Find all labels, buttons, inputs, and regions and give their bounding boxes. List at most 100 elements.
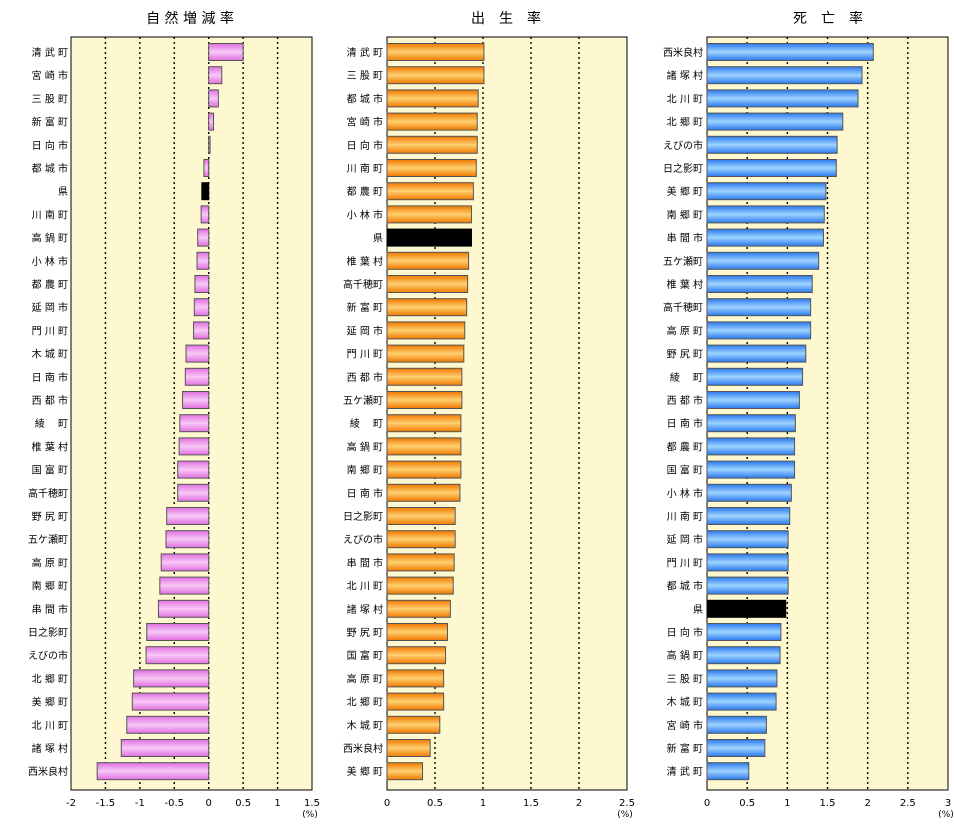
chart1-bar [208, 66, 223, 85]
chart1-category-label: えびの市 [28, 649, 68, 662]
chart2-category-label: えびの市 [343, 533, 383, 546]
chart3-bar [706, 228, 824, 247]
chart3-tick-label: 3 [945, 798, 951, 809]
chart1-bar [208, 135, 211, 154]
chart3-bar [706, 182, 827, 201]
chart2-category-label: 諸 塚 村 [347, 603, 383, 616]
chart3-category-label: 日之影町 [663, 162, 703, 175]
chart2-bar [386, 182, 474, 201]
chart1-bar [197, 228, 210, 247]
chart3-category-label: 都 農 町 [667, 440, 703, 453]
chart3-bar [706, 437, 796, 456]
chart3-category-label: 北 川 町 [667, 93, 703, 105]
chart2-category-label: 三 股 町 [347, 70, 383, 82]
chart2-category-label: 日 向 市 [347, 139, 383, 152]
chart3-title: 死 亡 率 [793, 10, 863, 27]
chart3-category-label: 国 富 町 [667, 464, 703, 477]
chart1-category-label: 北 郷 町 [32, 673, 68, 685]
chart1-bar [131, 692, 210, 711]
chart1-category-label: 椎 葉 村 [32, 440, 68, 453]
chart1-bar [208, 43, 244, 61]
chart3-bar [706, 483, 792, 502]
chart1-bar [208, 112, 215, 131]
chart3-category-label: 高 原 町 [667, 324, 703, 337]
chart1-plot-area [70, 36, 313, 791]
chart2-category-label: 宮 崎 市 [347, 116, 383, 129]
chart2-bar [386, 530, 456, 549]
chart2-category-label: 新 富 町 [347, 301, 383, 314]
chart2-tick-label: 2.5 [619, 798, 635, 809]
chart3-category-label: 延 岡 市 [667, 533, 703, 546]
chart2-tick-label: 0.5 [427, 798, 443, 809]
chart1-bar [120, 739, 210, 757]
chart1-category-label: 南 郷 町 [32, 580, 68, 593]
chart2-bar [386, 228, 472, 247]
chart3-bar [706, 321, 812, 340]
chart3-bar [706, 692, 777, 711]
chart3-bar [706, 576, 789, 595]
chart3-bar [706, 507, 791, 525]
chart1-bar [179, 414, 210, 433]
chart1-bar [208, 89, 219, 108]
chart1-bar [182, 391, 210, 409]
chart2-category-label: 北 川 町 [347, 581, 383, 593]
chart1-category-label: 諸 塚 村 [32, 742, 68, 755]
chart3-category-label: 新 富 町 [667, 742, 703, 755]
chart3-bar [706, 89, 859, 108]
chart3-bar [706, 112, 844, 131]
chart2-bar [386, 715, 441, 734]
chart2-category-label: 高千穂町 [343, 278, 383, 291]
chart2-bar [386, 159, 477, 177]
chart1-tick-label: -1.5 [96, 798, 116, 809]
chart1-tick-label: 1.5 [304, 798, 320, 809]
chart1-bar [166, 507, 210, 525]
chart3-bar [706, 43, 874, 61]
chart2-category-label: 都 農 町 [347, 185, 383, 198]
chart2-panel: 出 生 率清 武 町三 股 町都 城 市宮 崎 市日 向 市川 南 町都 農 町… [343, 10, 635, 820]
chart1-category-label: 高 鍋 町 [32, 232, 68, 245]
chart1-bar [193, 298, 210, 317]
chart3-bar [706, 275, 813, 293]
chart3-bar [706, 159, 837, 177]
chart2-bar [386, 483, 461, 502]
chart1-category-label: 綾 町 [35, 417, 68, 430]
chart2-bar [386, 762, 424, 781]
chart3-category-label: 小 林 市 [667, 487, 703, 500]
chart2-category-label: 美 郷 町 [347, 765, 383, 778]
chart3-category-label: 五ケ瀬町 [663, 256, 703, 268]
chart2-tick-label: 2 [576, 798, 582, 809]
chart3-bar [706, 646, 781, 665]
chart1-category-label: 都 城 市 [32, 162, 68, 175]
chart3-unit-label: (%) [938, 810, 954, 820]
chart1-category-label: 三 股 町 [32, 93, 68, 105]
chart3-bar [706, 530, 789, 549]
chart1-category-label: 宮 崎 市 [32, 69, 68, 82]
chart2-bar [386, 669, 445, 688]
chart2-category-label: 高 原 町 [347, 672, 383, 685]
chart1-bar [194, 275, 210, 293]
chart3-bar [706, 739, 766, 757]
chart3-tick-label: 0.5 [739, 798, 755, 809]
chart1-unit-label: (%) [302, 810, 318, 820]
chart1-category-label: 串 間 市 [32, 603, 68, 616]
chart1-category-label: 清 武 町 [32, 46, 68, 59]
chart2-bar [386, 135, 478, 154]
chart1-bar [160, 553, 210, 572]
chart2-category-label: 西 都 市 [347, 371, 383, 384]
chart1-category-label: 北 川 町 [32, 720, 68, 732]
chart1-bar [96, 762, 210, 781]
chart1-bar [200, 205, 210, 224]
chart1-bar [177, 460, 210, 479]
chart3-bar [706, 344, 807, 363]
chart3-bar [706, 205, 825, 224]
chart2-bar [386, 692, 445, 711]
chart3-bar [706, 66, 863, 85]
chart2-unit-label: (%) [617, 810, 633, 820]
chart3-category-label: 木 城 町 [667, 697, 703, 709]
chart1-bar [196, 251, 210, 270]
chart2-category-label: 野 尻 町 [347, 627, 383, 639]
chart2-category-label: 串 間 市 [347, 556, 383, 569]
chart2-category-label: 五ケ瀬町 [343, 395, 383, 407]
chart3-bar [706, 251, 820, 270]
chart2-bar [386, 414, 462, 433]
